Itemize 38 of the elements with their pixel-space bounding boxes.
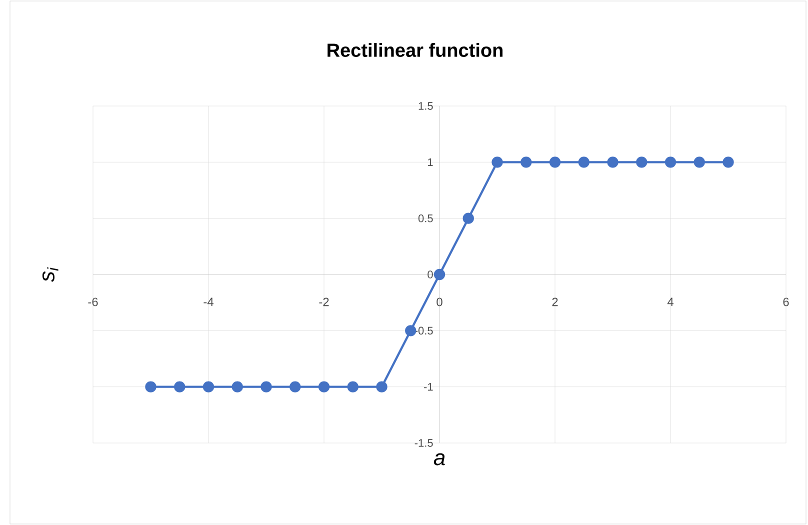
point	[636, 156, 648, 168]
y-tick-label: -0.5	[414, 326, 433, 335]
point	[694, 156, 705, 168]
point	[434, 268, 446, 280]
point	[405, 325, 416, 336]
x-tick-label: 6	[783, 298, 789, 306]
x-tick-label: 2	[552, 298, 558, 306]
x-tick-label: -6	[88, 298, 98, 306]
point	[492, 156, 503, 168]
x-tick-label: -4	[204, 298, 214, 306]
point	[202, 381, 214, 392]
y-tick-label: 1	[428, 158, 433, 166]
y-tick-label: -1.5	[414, 439, 433, 447]
point	[722, 156, 734, 168]
x-tick-label: -2	[319, 298, 329, 306]
point	[549, 156, 561, 168]
point	[376, 381, 388, 392]
point	[578, 156, 590, 168]
point	[260, 381, 272, 392]
point	[664, 156, 676, 168]
point	[232, 381, 243, 392]
y-axis-title: s$_{i}$	[42, 267, 58, 282]
y-tick-label: 1.5	[418, 102, 433, 110]
point	[347, 381, 358, 392]
point	[607, 156, 618, 168]
chart-title: Rectilinear function	[328, 43, 502, 57]
point	[462, 212, 474, 224]
y-tick-label: -1	[424, 383, 433, 391]
y-tick-label: 0.5	[418, 214, 433, 222]
point	[145, 381, 156, 392]
y-tick-label: 0	[428, 270, 433, 278]
x-tick-label: 0	[436, 298, 442, 306]
x-axis-title: a	[434, 453, 445, 466]
point	[520, 156, 532, 168]
point	[318, 381, 330, 392]
point	[290, 381, 301, 392]
x-tick-label: 4	[667, 298, 674, 306]
point	[174, 381, 186, 392]
